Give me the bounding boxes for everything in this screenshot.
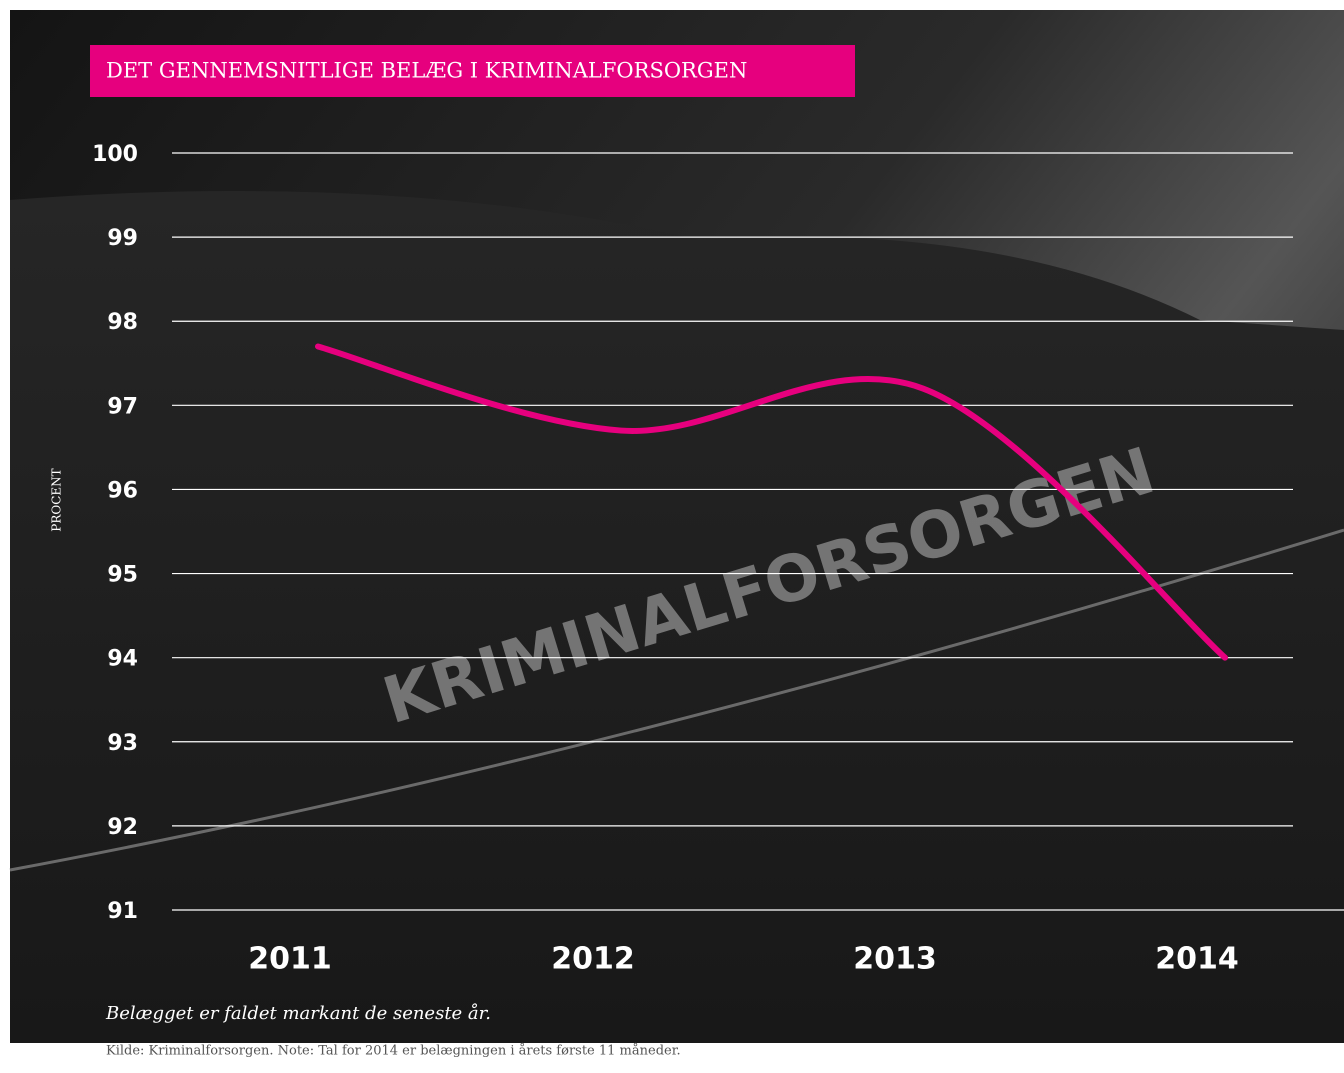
x-tick-label: 2014 [1155,942,1239,977]
page: KRIMINALFORSORGEN DET GENNEMSNITLIGE BEL… [0,0,1344,1073]
x-tick-label: 2011 [248,942,332,977]
chart-title: DET GENNEMSNITLIGE BELÆG I KRIMINALFORSO… [106,59,747,83]
y-tick-label: 94 [107,647,138,672]
y-tick-label: 100 [92,142,138,167]
y-tick-label: 91 [107,899,138,924]
x-tick-label: 2013 [853,942,937,977]
chart: KRIMINALFORSORGEN DET GENNEMSNITLIGE BEL… [0,0,1344,1073]
y-axis-label: PROCENT [50,468,64,531]
x-tick-label: 2012 [551,942,635,977]
y-tick-label: 95 [107,563,138,588]
y-tick-label: 98 [107,310,138,335]
y-tick-label: 99 [107,226,138,251]
y-tick-label: 93 [107,731,138,756]
y-tick-label: 92 [107,815,138,840]
y-tick-label: 96 [107,478,138,503]
subtitle: Belægget er faldet markant de seneste år… [105,1002,491,1024]
y-tick-label: 97 [107,394,138,419]
source: Kilde: Kriminalforsorgen. Note: Tal for … [106,1043,681,1059]
